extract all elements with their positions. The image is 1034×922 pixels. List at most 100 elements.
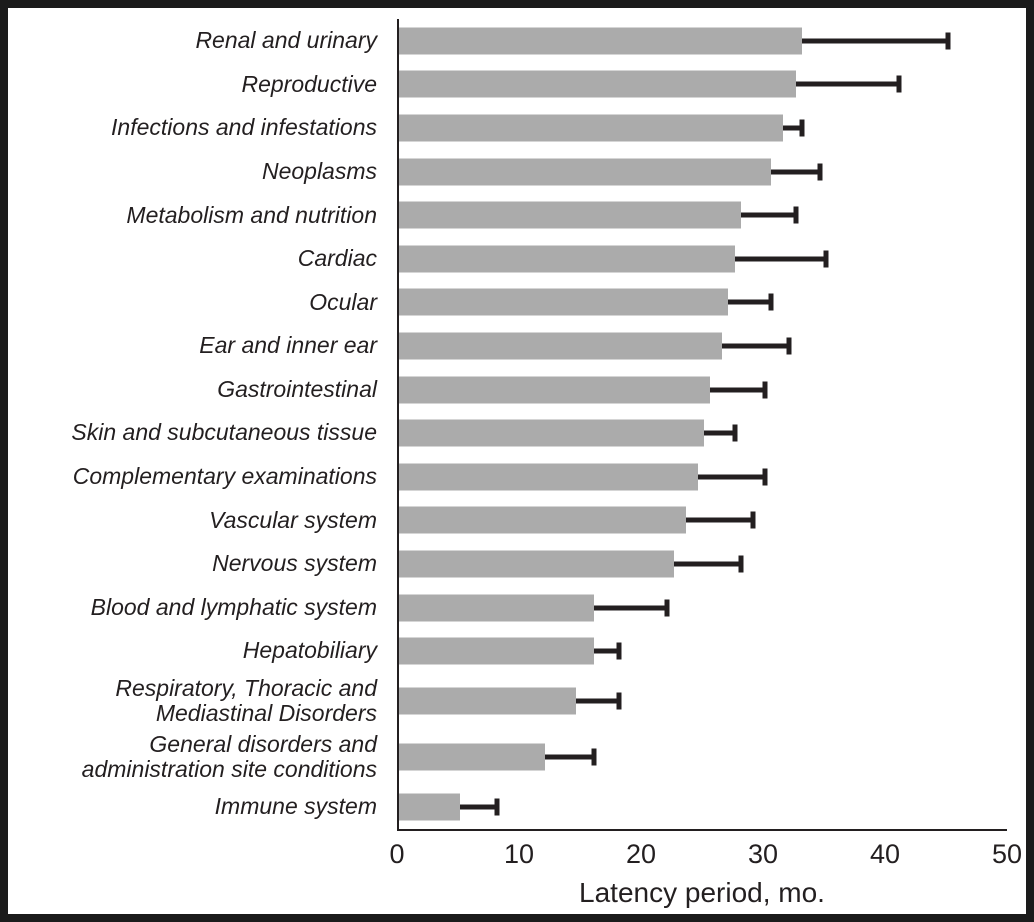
error-bar: [801, 38, 948, 44]
chart-row: Hepatobiliary: [8, 629, 1026, 673]
bar-track: [397, 672, 1009, 729]
error-bar: [594, 605, 668, 611]
bar: [399, 158, 772, 186]
error-bar: [594, 648, 619, 654]
bar: [399, 114, 784, 142]
error-bar-cap: [494, 798, 500, 816]
bar-track: [397, 193, 1009, 237]
error-bar-cap: [616, 692, 622, 710]
error-bar: [697, 474, 765, 480]
error-bar: [783, 125, 802, 131]
category-label: Infections and infestations: [111, 114, 377, 141]
error-bar: [460, 804, 497, 810]
error-bar-cap: [762, 381, 768, 399]
chart-row: Metabolism and nutrition: [8, 193, 1026, 237]
chart-row: Infections and infestations: [8, 106, 1026, 150]
bar-track: [397, 19, 1009, 63]
error-bar-cap: [738, 555, 744, 573]
bar-track: [397, 585, 1009, 630]
bar-track: [397, 62, 1009, 107]
error-bar-cap: [616, 642, 622, 660]
bar-rows: Renal and urinary Reproductive Infections …: [8, 19, 1026, 829]
bar-track: [397, 324, 1009, 368]
category-label: Cardiac: [297, 245, 377, 272]
bar-track: [397, 542, 1009, 586]
chart-row: Ocular: [8, 280, 1026, 325]
bar: [399, 594, 595, 622]
category-label: Renal and urinary: [195, 27, 377, 54]
category-label: General disorders and administration sit…: [81, 730, 377, 782]
error-bar-cap: [793, 206, 798, 224]
category-label: Skin and subcutaneous tissue: [71, 419, 377, 446]
chart-row: Neoplasms: [8, 149, 1026, 194]
error-bar-cap: [823, 250, 829, 268]
bar: [399, 793, 460, 821]
chart-row: Skin and subcutaneous tissue: [8, 411, 1026, 455]
x-tick-label: 50: [991, 838, 1023, 869]
bar: [399, 687, 576, 715]
chart-row: Cardiac: [8, 236, 1026, 281]
category-label: Neoplasms: [261, 157, 377, 184]
category-label: Reproductive: [241, 70, 377, 97]
chart-row: Blood and lymphatic system: [8, 585, 1026, 630]
bar-track: [397, 784, 1009, 829]
bar-track: [397, 411, 1009, 455]
bar: [399, 506, 686, 534]
x-tick-label: 40: [869, 838, 901, 869]
error-bar: [795, 81, 900, 87]
error-bar: [575, 698, 619, 704]
x-tick-label: 0: [389, 838, 405, 869]
bar: [399, 70, 796, 98]
chart-row: Vascular system: [8, 498, 1026, 543]
error-bar-cap: [786, 337, 792, 355]
category-label: Metabolism and nutrition: [126, 201, 377, 228]
error-bar: [771, 169, 820, 175]
x-tick-label: 20: [625, 838, 657, 869]
error-bar: [728, 299, 772, 305]
chart-row: Reproductive: [8, 62, 1026, 107]
error-bar-cap: [896, 75, 902, 93]
bar-track: [397, 728, 1009, 785]
chart-row: General disorders and administration sit…: [8, 728, 1026, 785]
category-label: Gastrointestinal: [217, 375, 377, 402]
error-bar-cap: [762, 468, 768, 486]
error-bar-cap: [732, 424, 737, 442]
chart-row: Respiratory, Thoracic and Mediastinal Di…: [8, 672, 1026, 729]
category-label: Complementary examinations: [72, 463, 377, 490]
bar-track: [397, 454, 1009, 499]
error-bar: [673, 561, 741, 567]
bar-track: [397, 367, 1009, 412]
bar: [399, 332, 723, 360]
error-bar-cap: [591, 748, 597, 766]
error-bar-cap: [750, 511, 756, 529]
bar: [399, 245, 735, 273]
bar: [399, 550, 674, 578]
chart-row: Ear and inner ear: [8, 324, 1026, 368]
x-tick-label: 10: [503, 838, 535, 869]
x-tick-label: 30: [747, 838, 779, 869]
category-label: Respiratory, Thoracic and Mediastinal Di…: [115, 674, 377, 726]
error-bar-cap: [945, 32, 951, 50]
error-bar-cap: [799, 119, 805, 137]
x-axis-title: Latency period, mo.: [579, 876, 825, 908]
error-bar-cap: [817, 163, 823, 181]
error-bar-cap: [664, 599, 670, 617]
latency-bar-chart: Renal and urinary Reproductive Infections …: [8, 8, 1026, 909]
bar: [399, 288, 729, 316]
chart-row: Gastrointestinal: [8, 367, 1026, 412]
category-label: Nervous system: [212, 550, 377, 577]
category-label: Immune system: [214, 793, 377, 820]
chart-row: Immune system: [8, 784, 1026, 829]
error-bar: [722, 343, 790, 349]
error-bar-cap: [768, 293, 774, 311]
chart-row: Renal and urinary: [8, 19, 1026, 63]
bar-track: [397, 106, 1009, 150]
chart-row: Nervous system: [8, 542, 1026, 586]
error-bar: [545, 754, 595, 760]
error-bar: [710, 387, 765, 393]
bar: [399, 376, 711, 404]
category-label: Vascular system: [209, 506, 377, 533]
category-label: Blood and lymphatic system: [90, 593, 377, 620]
category-label: Ocular: [309, 288, 377, 315]
bar: [399, 27, 802, 55]
